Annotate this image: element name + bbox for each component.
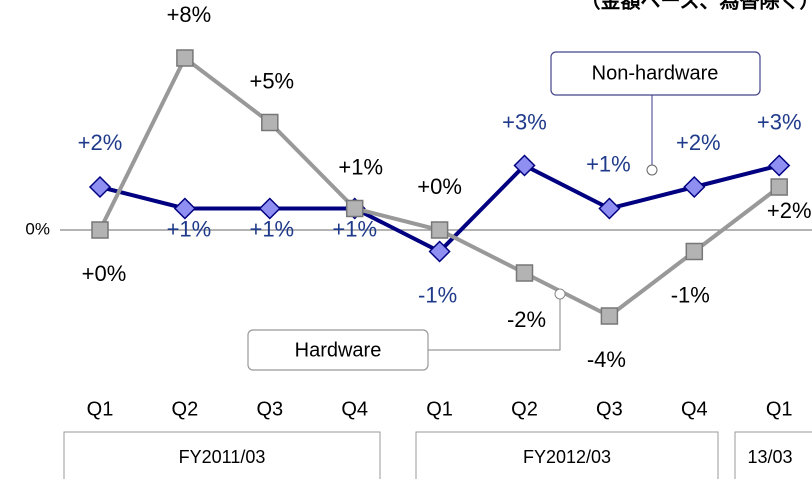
group-label: 13/03 [747, 447, 792, 467]
marker [173, 197, 196, 220]
group-box [734, 431, 812, 479]
callout-line [428, 296, 561, 351]
marker [261, 113, 279, 132]
group-label: FY2012/03 [523, 447, 611, 467]
callout-label: Non-hardware [592, 62, 719, 84]
data-label: +3% [757, 109, 802, 134]
marker [685, 242, 704, 261]
marker [345, 199, 364, 218]
hardware-callout: Hardware [247, 288, 566, 371]
callout-dot [554, 288, 566, 300]
marker [513, 154, 536, 177]
callout-label: Hardware [295, 339, 382, 361]
callout-box [550, 51, 761, 96]
data-label: -1% [418, 282, 457, 307]
callout-dot [646, 164, 658, 176]
x-tick-label: Q1 [426, 398, 453, 420]
data-label: -4% [587, 347, 626, 372]
x-tick-label: Q2 [172, 398, 199, 420]
data-label: +1% [249, 216, 294, 241]
x-tick-label: Q2 [511, 398, 538, 420]
x-tick-label: Q4 [341, 398, 368, 420]
group-label: FY2011/03 [179, 447, 266, 467]
group-box [63, 431, 381, 479]
data-label: -1% [671, 282, 710, 307]
note: （金額ベース、為替除く） [581, 0, 812, 12]
x-tick-label: Q3 [256, 398, 283, 420]
marker [258, 197, 281, 220]
marker [768, 154, 791, 177]
data-label: +3% [502, 109, 547, 134]
marker [515, 264, 534, 282]
callout-box [247, 329, 429, 371]
data-label: +1% [332, 216, 377, 241]
data-label: +2% [78, 130, 123, 155]
data-label: +1% [338, 154, 383, 179]
data-label: +8% [167, 2, 212, 27]
marker [88, 175, 112, 199]
x-tick-label: Q3 [596, 398, 623, 420]
marker [176, 49, 194, 67]
non-hardware-callout: Non-hardware [550, 51, 761, 176]
data-label: +1% [586, 151, 631, 176]
marker [430, 221, 449, 239]
marker [683, 175, 706, 199]
data-label: +5% [249, 68, 294, 93]
series-0: +2% +1% +1% +1% -1% +3% +1% +2% +3% [78, 109, 802, 307]
marker [91, 221, 109, 239]
data-label: -2% [507, 307, 546, 332]
series-1: +0% +8% +5% +1% +0% -2% -4% -1% +2% [82, 2, 812, 372]
y-tick-label: 0% [25, 219, 50, 238]
marker [600, 307, 619, 325]
data-label: +0% [82, 261, 127, 286]
x-tick-label: Q1 [766, 398, 793, 420]
data-label: +2% [676, 130, 721, 155]
marker [428, 240, 451, 263]
data-label: +0% [417, 174, 462, 199]
x-tick-label: Q4 [681, 398, 708, 420]
data-label: +2% [767, 198, 812, 223]
marker [598, 197, 621, 220]
marker [770, 178, 788, 196]
data-label: +1% [167, 216, 212, 241]
group-box [415, 431, 719, 479]
x-tick-label: Q1 [87, 398, 114, 420]
